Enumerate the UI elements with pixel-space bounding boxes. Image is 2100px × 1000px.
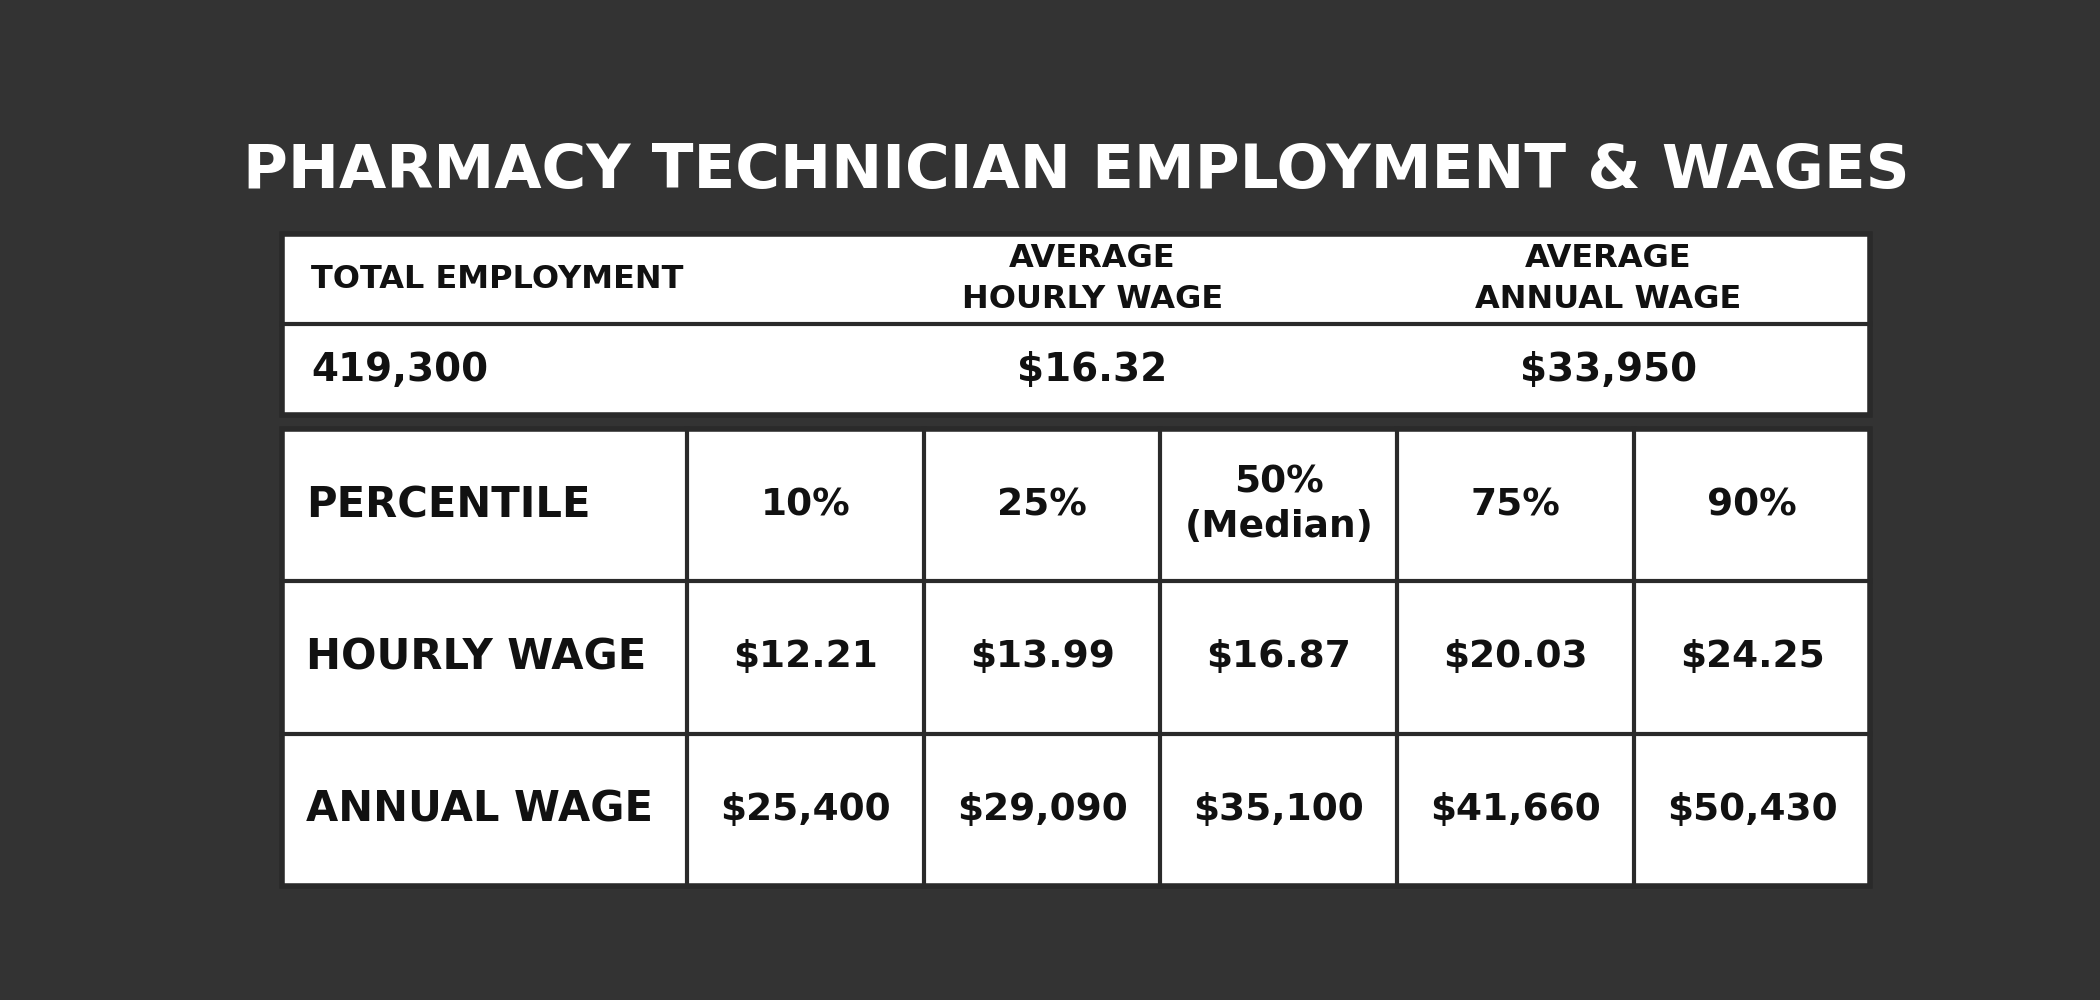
- Text: $41,660: $41,660: [1430, 792, 1600, 828]
- Text: $12.21: $12.21: [733, 639, 878, 675]
- Text: 75%: 75%: [1470, 487, 1560, 523]
- Text: $50,430: $50,430: [1667, 792, 1838, 828]
- Text: HOURLY WAGE: HOURLY WAGE: [307, 636, 647, 678]
- Bar: [281, 234, 1871, 415]
- Text: $16.87: $16.87: [1205, 639, 1350, 675]
- Text: 25%: 25%: [998, 487, 1088, 523]
- Text: $20.03: $20.03: [1443, 639, 1588, 675]
- Text: PHARMACY TECHNICIAN EMPLOYMENT & WAGES: PHARMACY TECHNICIAN EMPLOYMENT & WAGES: [244, 142, 1909, 201]
- Text: $16.32: $16.32: [1016, 351, 1168, 389]
- Text: AVERAGE
ANNUAL WAGE: AVERAGE ANNUAL WAGE: [1476, 243, 1741, 315]
- Text: $29,090: $29,090: [958, 792, 1128, 828]
- Text: 50%
(Median): 50% (Median): [1184, 465, 1373, 545]
- Bar: [281, 429, 1871, 886]
- Text: AVERAGE
HOURLY WAGE: AVERAGE HOURLY WAGE: [962, 243, 1222, 315]
- Text: 10%: 10%: [760, 487, 850, 523]
- Text: PERCENTILE: PERCENTILE: [307, 484, 590, 526]
- Text: 419,300: 419,300: [311, 351, 489, 389]
- Text: $33,950: $33,950: [1520, 351, 1697, 389]
- Text: $13.99: $13.99: [970, 639, 1115, 675]
- Text: $24.25: $24.25: [1680, 639, 1825, 675]
- Text: $25,400: $25,400: [720, 792, 890, 828]
- Text: 90%: 90%: [1707, 487, 1798, 523]
- Text: TOTAL EMPLOYMENT: TOTAL EMPLOYMENT: [311, 264, 685, 295]
- Text: $35,100: $35,100: [1193, 792, 1365, 828]
- Text: ANNUAL WAGE: ANNUAL WAGE: [307, 789, 653, 831]
